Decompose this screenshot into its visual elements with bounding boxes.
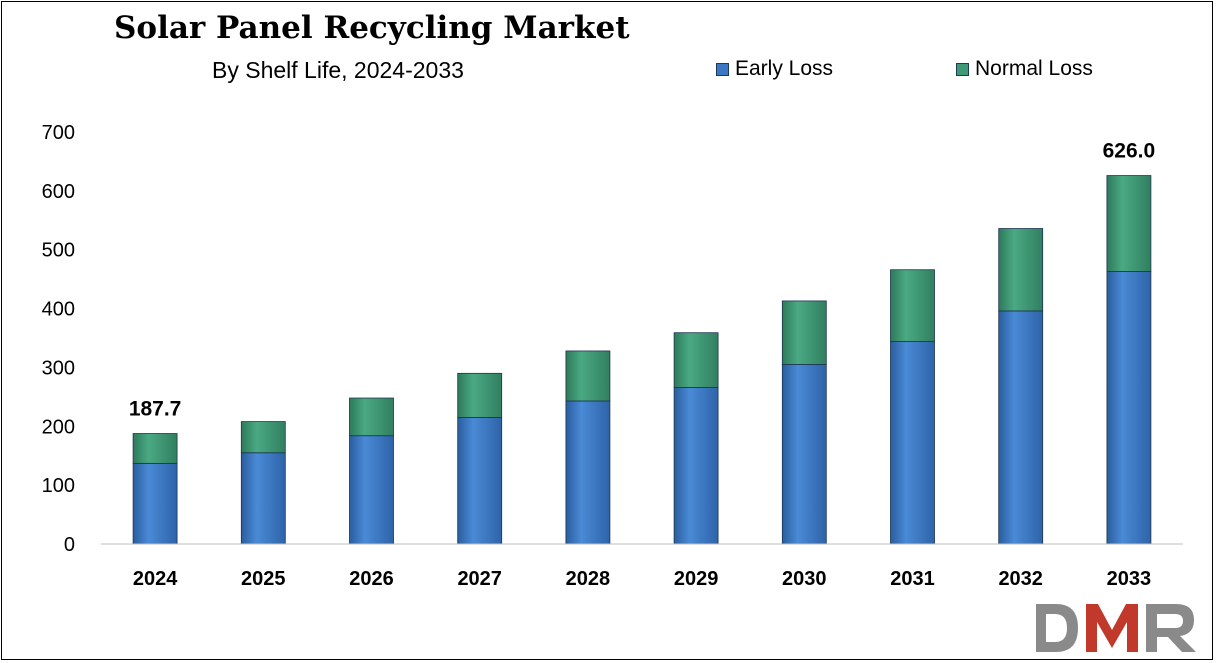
y-tick-label-300: 300 (42, 357, 75, 379)
bar-early-loss-2025 (240, 452, 286, 545)
legend-label-normal-loss: Normal Loss (975, 57, 1093, 80)
legend-item-early-loss: Early Loss (716, 57, 833, 81)
bar-normal-loss-2033 (1106, 175, 1152, 272)
legend-swatch-normal-loss (956, 62, 969, 76)
y-tick-label-200: 200 (42, 416, 75, 438)
bars-group (132, 175, 1152, 545)
legend-item-normal-loss: Normal Loss (956, 57, 1093, 81)
bar-normal-loss-2028 (565, 350, 611, 402)
bar-normal-loss-2026 (349, 397, 394, 437)
y-tick-label-500: 500 (42, 240, 75, 262)
x-tick-label-2032: 2032 (998, 568, 1043, 590)
bar-early-loss-2029 (673, 387, 719, 545)
legend-swatch-early-loss (716, 62, 729, 76)
bar-early-loss-2028 (565, 400, 611, 545)
bar-early-loss-2033 (1106, 271, 1152, 545)
chart-title: Solar Panel Recycling Market (114, 10, 630, 46)
x-tick-label-2024: 2024 (133, 568, 178, 590)
data-labels: 187.7 626.0 (129, 140, 1155, 421)
dmr-logo (1036, 604, 1196, 652)
x-tick-label-2026: 2026 (349, 568, 394, 590)
bar-early-loss-2024 (132, 462, 178, 545)
y-tick-label-400: 400 (42, 299, 75, 321)
bar-normal-loss-2024 (132, 433, 178, 464)
y-tick-label-0: 0 (64, 534, 75, 556)
x-tick-label-2030: 2030 (782, 568, 827, 590)
legend-label-early-loss: Early Loss (735, 57, 834, 80)
x-tick-label-2028: 2028 (566, 568, 611, 590)
bar-early-loss-2027 (457, 417, 503, 545)
bar-normal-loss-2030 (781, 300, 827, 365)
bar-normal-loss-2031 (890, 269, 935, 342)
bar-normal-loss-2032 (998, 228, 1044, 312)
bar-early-loss-2032 (998, 310, 1044, 545)
bar-early-loss-2026 (349, 435, 394, 545)
x-tick-label-2031: 2031 (890, 568, 935, 590)
chart-subtitle: By Shelf Life, 2024-2033 (212, 57, 464, 83)
y-tick-label-100: 100 (42, 475, 75, 497)
y-tick-label-700: 700 (42, 122, 75, 144)
bar-normal-loss-2025 (240, 421, 286, 454)
bar-normal-loss-2029 (673, 332, 719, 388)
x-axis-tick-labels: 2024 2025 2026 2027 2028 2029 2030 2031 2032 2033 (133, 568, 1151, 590)
bar-early-loss-2030 (781, 364, 827, 545)
bar-early-loss-2031 (890, 341, 935, 545)
x-tick-label-2033: 2033 (1107, 568, 1152, 590)
x-tick-label-2029: 2029 (674, 568, 719, 590)
x-tick-label-2025: 2025 (241, 568, 286, 590)
y-tick-label-600: 600 (42, 181, 75, 203)
data-label-2033: 626.0 (1103, 140, 1156, 163)
y-axis-tick-labels: 0 100 200 300 400 500 600 700 (42, 122, 75, 556)
data-label-2024: 187.7 (129, 398, 182, 421)
x-tick-label-2027: 2027 (457, 568, 502, 590)
bar-normal-loss-2027 (457, 372, 503, 418)
